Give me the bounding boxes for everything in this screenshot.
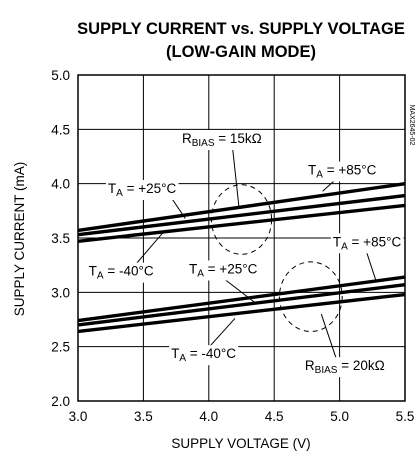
leader-line xyxy=(207,318,236,350)
plot-area: 3.0 3.5 4.0 4.5 5.0 5.5 2.0 2.5 3.0 3.5 4.0 4.5 5.0 R… xyxy=(51,68,414,424)
annotation-bg xyxy=(169,345,239,366)
series-line-6 xyxy=(77,292,406,334)
x-tick-label: 4.0 xyxy=(199,409,218,424)
x-tick-label: 3.0 xyxy=(69,409,88,424)
series-line-4 xyxy=(77,275,406,323)
group-ellipse-2 xyxy=(278,261,343,332)
annotation-rbias15: RBIAS = 15kΩ xyxy=(182,131,262,149)
series-line-1 xyxy=(77,181,406,233)
annotation-bg xyxy=(306,161,379,182)
annotation-bg xyxy=(105,180,179,201)
x-tick-label: 3.5 xyxy=(134,409,153,424)
annotation-ta25_top: TA = +25°C xyxy=(108,181,177,199)
y-tick-label: 3.5 xyxy=(51,231,70,246)
annotation-bg xyxy=(330,233,404,254)
x-axis-label: SUPPLY VOLTAGE (V) xyxy=(171,436,310,451)
annotation-ta85_bot: TA = +85°C xyxy=(333,234,402,252)
leader-line xyxy=(221,276,258,305)
leader-line xyxy=(320,313,338,361)
annotation-rbias20: RBIAS = 20kΩ xyxy=(305,358,385,376)
annotation-ta40_bot: TA = -40°C xyxy=(171,346,236,364)
group-ellipse-1 xyxy=(210,184,273,255)
plot-frame xyxy=(77,74,406,402)
chart-title: SUPPLY CURRENT vs. SUPPLY VOLTAGE xyxy=(77,20,405,38)
annotation-bg xyxy=(86,262,156,283)
annotation-bg xyxy=(187,260,260,281)
chart-subtitle: (LOW-GAIN MODE) xyxy=(166,43,316,61)
annotation-ta25_mid: TA = +25°C xyxy=(189,261,258,279)
x-tick-label: 5.0 xyxy=(330,409,349,424)
series-line-3 xyxy=(77,203,406,243)
leader-line xyxy=(136,232,164,264)
y-axis-label: SUPPLY CURRENT (mA) xyxy=(12,162,27,317)
annotation-bg xyxy=(179,130,264,151)
annotation-bg xyxy=(302,357,387,378)
y-tick-label: 2.0 xyxy=(51,394,70,409)
y-tick-label: 5.0 xyxy=(51,68,70,83)
annotation-ta40_top: TA = -40°C xyxy=(89,264,154,282)
leader-line xyxy=(231,145,240,207)
x-tick-label: 4.5 xyxy=(265,409,284,424)
x-tick-label: 5.5 xyxy=(396,409,415,424)
y-tick-label: 4.0 xyxy=(51,177,70,192)
series-line-2 xyxy=(77,193,406,237)
y-tick-label: 3.0 xyxy=(51,285,70,300)
series-line-5 xyxy=(77,283,406,327)
figure-id-label: MAX2645-02 xyxy=(408,105,415,146)
y-tick-label: 4.5 xyxy=(51,122,70,137)
annotation-ta85_top: TA = +85°C xyxy=(308,163,377,181)
y-tick-label: 2.5 xyxy=(51,340,70,355)
